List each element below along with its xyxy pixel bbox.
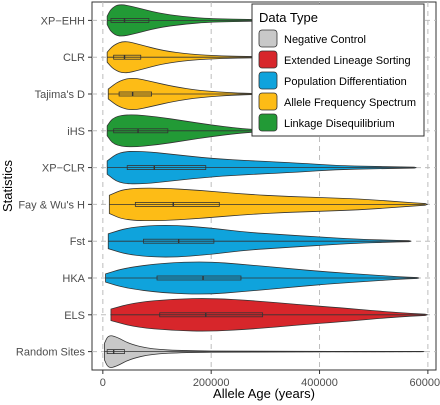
y-tick-label: HKA xyxy=(62,273,85,285)
violin-box xyxy=(126,165,207,171)
legend-box xyxy=(251,3,425,137)
y-tick-label: iHS xyxy=(67,126,85,138)
y-tick-label: CLR xyxy=(63,52,85,64)
violin-group xyxy=(105,261,420,295)
violins xyxy=(104,4,429,368)
x-axis-ticks: 0 200000 400000 600000 xyxy=(100,370,440,389)
violin-group xyxy=(108,187,429,222)
violin-group xyxy=(107,77,257,111)
legend-swatch xyxy=(258,29,278,48)
violin-group xyxy=(106,150,417,185)
violin-group xyxy=(110,298,429,332)
violin-group xyxy=(107,224,412,258)
legend-label: Linkage Disequilibrium xyxy=(284,118,395,130)
violin-box xyxy=(113,128,169,134)
violin-box xyxy=(159,312,264,318)
violin-box xyxy=(118,91,152,97)
legend-label: Population Differentiation xyxy=(284,76,407,88)
legend-title: Data Type xyxy=(259,10,318,25)
x-tick-label: 0 xyxy=(100,377,106,389)
legend-swatch xyxy=(258,113,278,132)
legend-label: Extended Lineage Sorting xyxy=(284,55,411,67)
violin-box xyxy=(156,275,242,281)
y-axis-ticks: XP−EHH CLR Tajima's D iHS XP−CLR Fay & Wu's H… xyxy=(16,15,92,359)
legend-item: Linkage Disequilibrium xyxy=(258,113,395,132)
y-axis-title: Statistics xyxy=(0,159,15,212)
x-tick-label: 200000 xyxy=(193,377,230,389)
violin-box xyxy=(113,54,142,60)
y-tick-label: XP−CLR xyxy=(42,163,85,175)
legend-item: Negative Control xyxy=(258,29,366,48)
violin-box xyxy=(134,201,220,207)
legend: Data Type Negative Control Extended Linea… xyxy=(251,3,425,137)
y-tick-label: Random Sites xyxy=(16,347,86,359)
legend-item: Population Differentiation xyxy=(258,71,407,90)
y-tick-label: Fst xyxy=(70,236,85,248)
violin-box xyxy=(106,349,125,355)
violin-group xyxy=(104,335,425,368)
y-tick-label: ELS xyxy=(64,310,85,322)
x-tick-label: 400000 xyxy=(301,377,338,389)
legend-item: Allele Frequency Spectrum xyxy=(258,92,416,111)
x-axis-title: Allele Age (years) xyxy=(213,386,315,401)
violin-box xyxy=(110,17,150,23)
y-tick-label: Tajima's D xyxy=(35,89,85,101)
y-tick-label: Fay & Wu's H xyxy=(18,199,85,211)
legend-swatch xyxy=(258,71,278,90)
legend-swatch xyxy=(258,50,278,69)
legend-label: Negative Control xyxy=(284,34,366,46)
x-tick-label: 600000 xyxy=(410,377,440,389)
legend-label: Allele Frequency Spectrum xyxy=(284,97,416,109)
y-tick-label: XP−EHH xyxy=(41,15,85,27)
legend-item: Extended Lineage Sorting xyxy=(258,50,411,69)
legend-swatch xyxy=(258,92,278,111)
